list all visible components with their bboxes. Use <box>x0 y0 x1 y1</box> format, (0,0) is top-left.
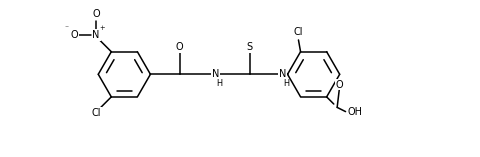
Text: N: N <box>93 30 100 40</box>
Text: +: + <box>100 25 105 31</box>
Text: OH: OH <box>348 107 363 117</box>
Text: H: H <box>216 79 222 88</box>
Text: O: O <box>176 42 183 52</box>
Text: Cl: Cl <box>91 108 101 118</box>
Text: H: H <box>283 79 289 88</box>
Text: ⁻: ⁻ <box>65 23 69 32</box>
Text: O: O <box>71 30 78 40</box>
Text: O: O <box>92 9 100 19</box>
Text: N: N <box>212 69 219 79</box>
Text: N: N <box>279 69 286 79</box>
Text: O: O <box>336 80 343 90</box>
Text: Cl: Cl <box>294 27 303 37</box>
Text: S: S <box>247 42 253 52</box>
